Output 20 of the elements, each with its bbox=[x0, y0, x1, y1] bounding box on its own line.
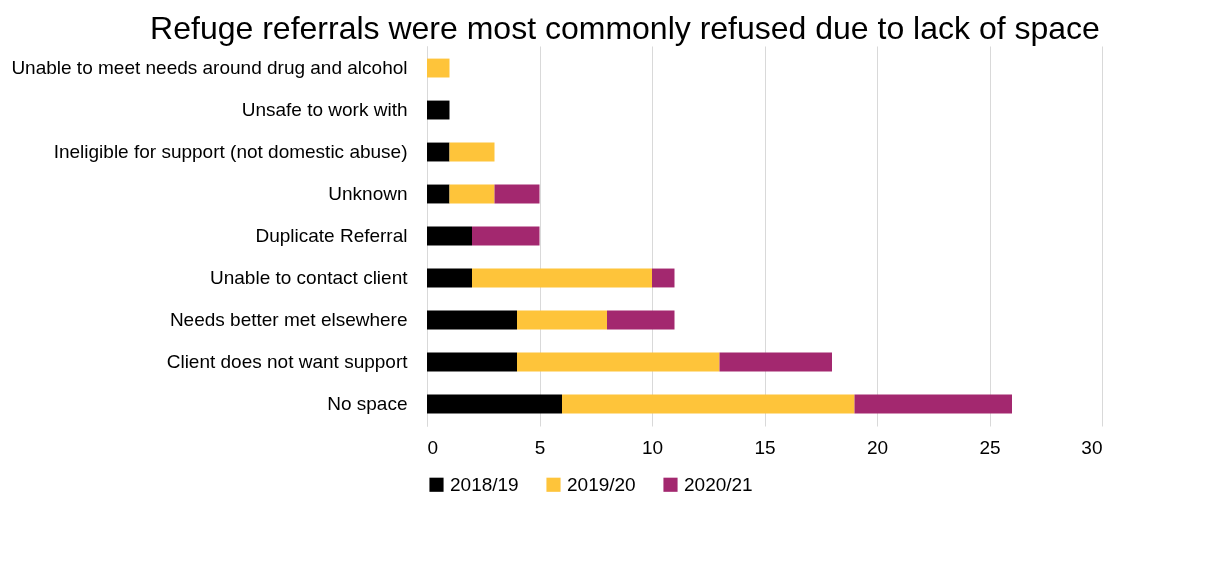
y-tick-label: Unable to meet needs around drug and alcohol bbox=[11, 57, 408, 79]
y-tick-label: Ineligible for support (not domestic abuse) bbox=[53, 141, 408, 163]
x-tick-label: 0 bbox=[427, 436, 439, 458]
x-tick-label: 5 bbox=[534, 436, 546, 458]
x-tick-label: 10 bbox=[641, 436, 664, 458]
y-tick-label: Needs better met elsewhere bbox=[169, 308, 408, 330]
x-tick-label: 20 bbox=[866, 436, 889, 458]
y-tick-label: Unsafe to work with bbox=[241, 99, 408, 121]
y-tick-label: No space bbox=[327, 392, 408, 414]
y-tick-label: Unknown bbox=[328, 183, 408, 205]
y-tick-label: Unable to contact client bbox=[209, 266, 409, 288]
chart-title: Refuge referrals were most commonly refused due to lack of space bbox=[149, 10, 1101, 46]
y-tick-label: Duplicate Referral bbox=[255, 225, 408, 246]
legend-label: 2018/19 bbox=[450, 473, 519, 495]
x-tick-label: 30 bbox=[1081, 436, 1103, 458]
y-tick-label: Client does not want support bbox=[166, 350, 409, 372]
legend-label: 2019/20 bbox=[567, 473, 636, 495]
x-tick-label: 25 bbox=[979, 436, 1001, 458]
x-tick-label: 15 bbox=[754, 436, 776, 458]
legend-label: 2020/21 bbox=[684, 473, 753, 495]
